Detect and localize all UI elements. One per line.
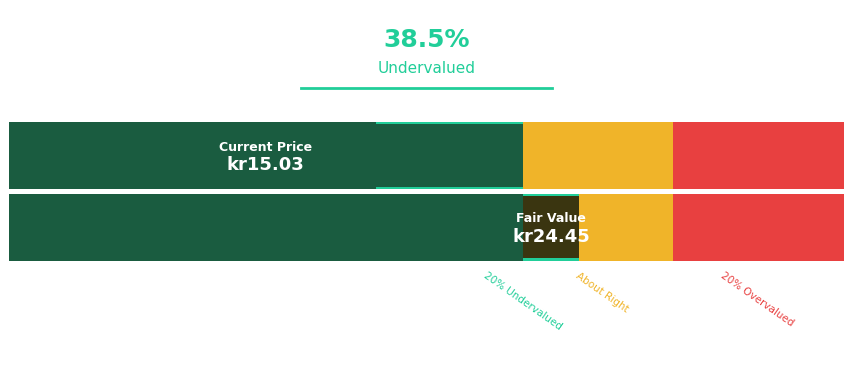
FancyBboxPatch shape (522, 196, 579, 258)
Bar (376, 122, 522, 189)
Bar (672, 194, 843, 261)
Text: Undervalued: Undervalued (377, 62, 475, 76)
Text: About Right: About Right (573, 270, 630, 314)
Bar (522, 194, 579, 261)
Bar (9, 122, 376, 189)
Text: 38.5%: 38.5% (383, 28, 469, 52)
Text: 20% Undervalued: 20% Undervalued (481, 270, 563, 332)
Text: kr24.45: kr24.45 (511, 228, 590, 246)
Text: Current Price: Current Price (219, 141, 312, 154)
Bar (672, 122, 843, 189)
FancyBboxPatch shape (9, 124, 522, 187)
Bar (9, 194, 522, 261)
Text: Fair Value: Fair Value (515, 212, 585, 225)
Bar (579, 194, 672, 261)
Text: 20% Overvalued: 20% Overvalued (717, 270, 794, 328)
Text: kr15.03: kr15.03 (227, 156, 304, 174)
Bar (522, 122, 672, 189)
